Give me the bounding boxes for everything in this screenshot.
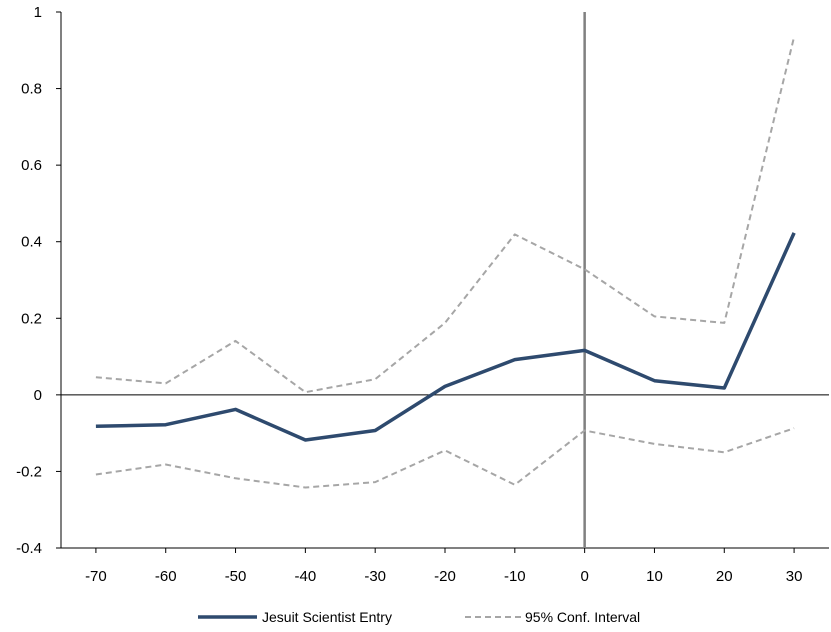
x-tick-label: 10 <box>646 568 663 585</box>
y-tick-label: -0.2 <box>16 463 42 480</box>
x-tick-label: -10 <box>504 568 526 585</box>
axes <box>56 11 829 553</box>
series-layer <box>95 36 796 489</box>
x-tick-label: -60 <box>155 568 177 585</box>
series-line-ci-lower <box>95 427 795 489</box>
y-tick-label: 0 <box>34 387 42 404</box>
tick-labels: 1 0.8 0.6 0.4 0.2 0 -0.2 -0.4 -70 -60 -50 -40 -30 -20… <box>16 4 802 585</box>
x-tick-label: -50 <box>225 568 247 585</box>
x-tick-label: 0 <box>580 568 588 585</box>
series-line-ci-upper <box>95 36 796 394</box>
y-tick-label: 0.6 <box>21 157 42 174</box>
x-tick-label: 30 <box>786 568 803 585</box>
y-tick-label: 0.2 <box>21 310 42 327</box>
legend: Jesuit Scientist Entry 95% Conf. Interva… <box>198 609 640 625</box>
x-tick-label: -30 <box>364 568 386 585</box>
x-tick-label: -70 <box>85 568 107 585</box>
y-tick-label: -0.4 <box>16 540 42 557</box>
legend-label-jesuit-scientist-entry: Jesuit Scientist Entry <box>262 609 392 625</box>
y-tick-label: 0.4 <box>21 234 42 251</box>
x-tick-label: -20 <box>434 568 456 585</box>
x-tick-label: -40 <box>295 568 317 585</box>
y-tick-label: 1 <box>34 4 42 21</box>
y-tick-label: 0.8 <box>21 81 42 98</box>
series-line-jesuit-scientist-entry <box>95 232 796 442</box>
x-tick-label: 20 <box>716 568 733 585</box>
legend-label-conf-interval: 95% Conf. Interval <box>525 609 640 625</box>
